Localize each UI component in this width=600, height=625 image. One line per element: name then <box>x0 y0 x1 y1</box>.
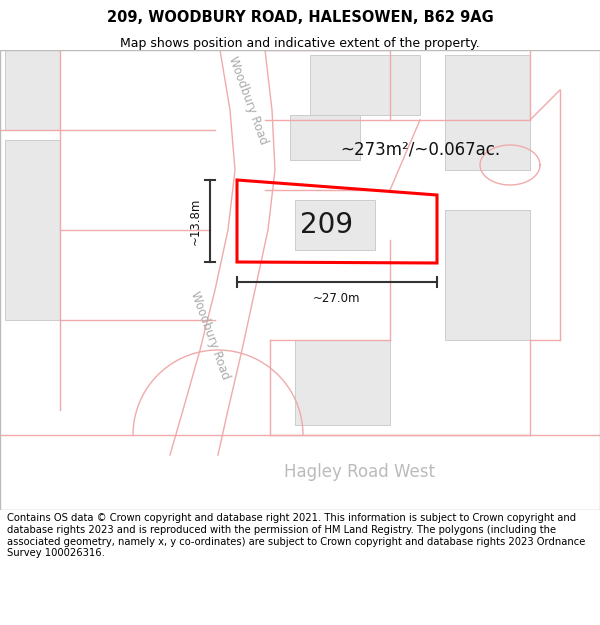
Polygon shape <box>310 55 420 115</box>
Text: Map shows position and indicative extent of the property.: Map shows position and indicative extent… <box>120 38 480 51</box>
Polygon shape <box>5 140 60 320</box>
Text: Woodbury Road: Woodbury Road <box>226 54 270 146</box>
Text: 209, WOODBURY ROAD, HALESOWEN, B62 9AG: 209, WOODBURY ROAD, HALESOWEN, B62 9AG <box>107 10 493 25</box>
Polygon shape <box>170 50 275 455</box>
Text: Hagley Road West: Hagley Road West <box>284 463 436 481</box>
Text: Contains OS data © Crown copyright and database right 2021. This information is : Contains OS data © Crown copyright and d… <box>7 514 586 558</box>
Polygon shape <box>445 210 530 340</box>
Polygon shape <box>5 50 60 130</box>
Text: 209: 209 <box>301 211 353 239</box>
Text: ~13.8m: ~13.8m <box>189 198 202 244</box>
Text: ~273m²/~0.067ac.: ~273m²/~0.067ac. <box>340 141 500 159</box>
Polygon shape <box>445 55 530 170</box>
Polygon shape <box>290 115 360 160</box>
Text: Woodbury Road: Woodbury Road <box>188 289 232 381</box>
Polygon shape <box>295 200 375 250</box>
Text: ~27.0m: ~27.0m <box>313 292 361 305</box>
Polygon shape <box>295 340 390 425</box>
